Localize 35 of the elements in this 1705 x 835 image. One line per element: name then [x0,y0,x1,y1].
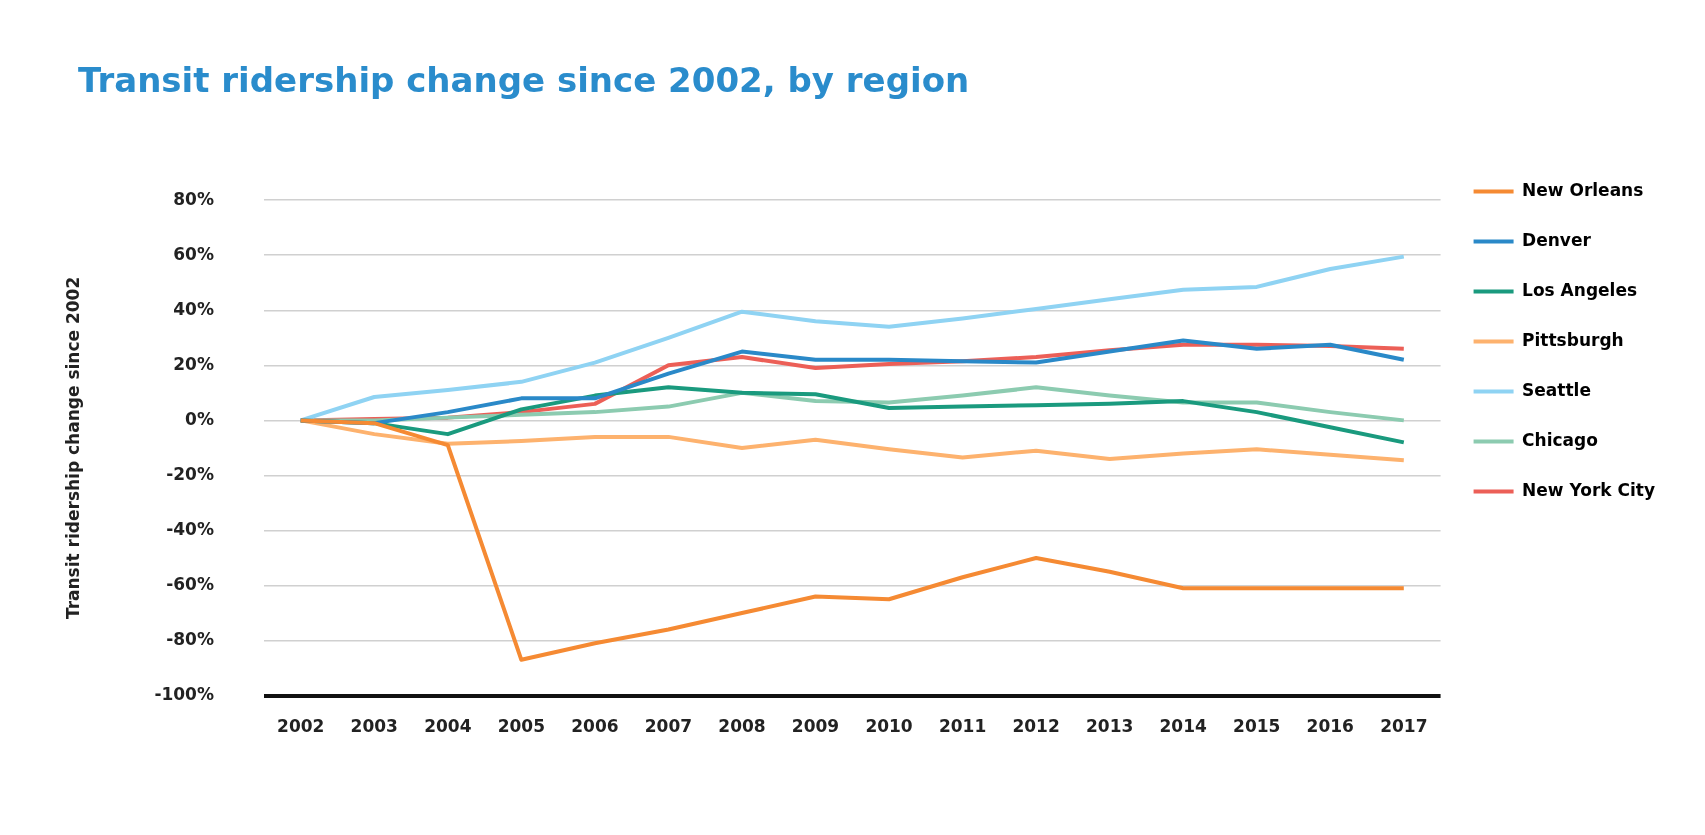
y-tick-label: -40% [166,518,214,539]
x-tick-label: 2003 [350,716,398,737]
y-tick-label: 40% [173,298,214,319]
legend-label: New Orleans [1522,179,1644,200]
y-tick-label: 60% [173,243,214,264]
x-tick-label: 2008 [718,716,766,737]
y-tick-label: 0% [185,408,214,429]
y-tick-label: -80% [166,628,214,649]
x-tick-label: 2011 [938,716,987,737]
y-tick-label: -20% [166,463,214,484]
x-tick-label: 2010 [865,716,913,737]
legend-label: Seattle [1522,379,1591,400]
y-tick-label: -60% [166,573,214,594]
legend-label: Los Angeles [1522,279,1638,300]
x-tick-label: 2005 [497,716,546,737]
y-axis-title: Transit ridership change since 2002 [62,276,83,620]
y-tick-label: 20% [173,353,214,374]
x-tick-label: 2013 [1085,716,1134,737]
chart-title: Transit ridership change since 2002, by region [78,60,970,100]
x-tick-label: 2009 [791,716,840,737]
x-tick-label: 2017 [1380,716,1428,737]
y-tick-label: -100% [154,684,214,705]
y-tick-label: 80% [173,188,214,209]
x-tick-label: 2004 [424,716,472,737]
legend-label: Chicago [1522,429,1598,450]
x-tick-label: 2015 [1233,716,1281,737]
x-tick-label: 2007 [644,716,693,737]
legend-label: Denver [1522,229,1592,250]
legend-label: New York City [1522,479,1656,500]
x-tick-label: 2012 [1012,716,1060,737]
x-tick-label: 2006 [571,716,619,737]
x-tick-label: 2014 [1159,716,1208,737]
x-tick-label: 2016 [1306,716,1354,737]
x-tick-label: 2002 [277,716,325,737]
legend-label: Pittsburgh [1522,329,1624,350]
